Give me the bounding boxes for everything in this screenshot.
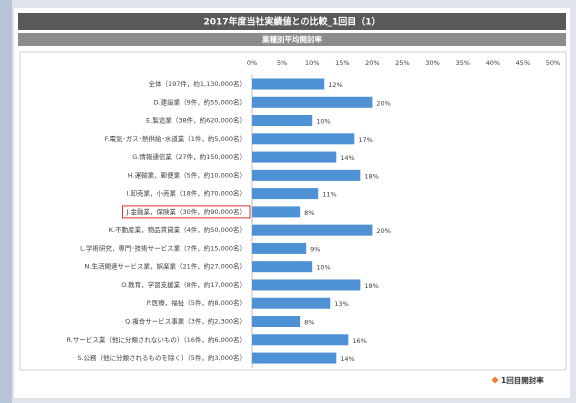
highlight-box xyxy=(122,205,251,219)
data-label: 10% xyxy=(316,264,330,272)
data-label: 8% xyxy=(304,319,314,327)
data-label: 11% xyxy=(322,191,336,199)
data-label: 10% xyxy=(316,118,330,126)
y-tick-label: K.不動産業，物品賃貸業（4件，約50,000名） xyxy=(109,225,246,234)
bar xyxy=(252,151,337,163)
data-label: 17% xyxy=(358,136,372,144)
y-tick-label: I.卸売業，小売業（18件，約70,000名） xyxy=(127,189,247,198)
bar xyxy=(252,316,301,328)
data-label: 12% xyxy=(328,81,342,89)
y-tick-label: H.運輸業，郵便業（5件，約10,000名） xyxy=(128,170,246,179)
bar xyxy=(252,96,373,108)
data-label: 14% xyxy=(340,355,354,363)
data-label: 18% xyxy=(364,282,378,290)
y-tick-label: O.教育，学習支援業（8件，約17,000名） xyxy=(121,280,246,289)
bar xyxy=(252,334,349,346)
y-tick-label: P.医療，福祉（5件，約8,000名） xyxy=(147,298,246,307)
data-label: 16% xyxy=(352,337,366,345)
y-tick-label: Q.複合サービス事業（3件，約2,300名） xyxy=(125,317,246,326)
data-label: 18% xyxy=(364,172,378,180)
x-tick-label: 40% xyxy=(486,59,500,67)
bar xyxy=(252,261,313,273)
data-label: 14% xyxy=(340,154,354,162)
slide xyxy=(14,8,570,398)
x-tick-label: 25% xyxy=(395,59,409,67)
data-label: 13% xyxy=(334,300,348,308)
x-tick-label: 5% xyxy=(277,59,287,67)
plot-frame xyxy=(19,51,567,371)
bar xyxy=(252,115,313,127)
bar xyxy=(252,224,373,236)
legend-marker xyxy=(491,376,499,384)
x-tick-label: 0% xyxy=(247,59,257,67)
chart-subtitle: 業種別平均開封率 xyxy=(261,34,322,44)
data-label: 20% xyxy=(376,99,390,107)
x-tick-label: 20% xyxy=(365,59,379,67)
data-label: 8% xyxy=(304,209,314,217)
legend-label: 1回目開封率 xyxy=(501,375,544,385)
bar xyxy=(252,188,319,200)
x-tick-label: 30% xyxy=(425,59,439,67)
y-tick-label: D.建設業（9件，約55,000名） xyxy=(154,97,246,106)
y-tick-label: J.金融業，保険業（30件，約90,000名） xyxy=(126,207,247,216)
bar xyxy=(252,297,331,309)
data-label: 9% xyxy=(310,245,320,253)
y-tick-label: F.電気･ガス･熱供給･水道業（1件，約5,000名） xyxy=(105,134,246,143)
bar xyxy=(252,78,325,90)
x-tick-label: 15% xyxy=(335,59,349,67)
x-tick-label: 10% xyxy=(305,59,319,67)
x-tick-label: 45% xyxy=(516,59,530,67)
y-tick-label: G.情報通信業（27件，約150,000名） xyxy=(132,152,246,161)
y-tick-label: N.生活関連サービス業，娯楽業（21件，約27,000名） xyxy=(85,262,246,271)
subtitle-bar xyxy=(18,33,566,46)
bar xyxy=(252,206,301,218)
title-bar xyxy=(18,13,566,30)
bar xyxy=(252,133,355,145)
y-tick-label: E.製造業（38件，約620,000名） xyxy=(146,116,246,125)
bar xyxy=(252,352,337,364)
y-tick-label: 全体（197件，約1,130,000名） xyxy=(149,79,247,88)
y-tick-label: R.サービス業（他に分類されないもの）（16件，約6,000名） xyxy=(67,335,246,344)
left-band xyxy=(0,0,12,403)
x-tick-label: 50% xyxy=(546,59,560,67)
y-tick-label: L.学術研究，専門･技術サービス業（7件，約15,000名） xyxy=(80,243,246,252)
bar xyxy=(252,279,361,291)
bar xyxy=(252,169,361,181)
y-tick-label: S.公務（他に分類されるものを除く）（5件，約3,000名） xyxy=(77,353,246,362)
x-tick-label: 35% xyxy=(455,59,469,67)
data-label: 20% xyxy=(376,227,390,235)
bar xyxy=(252,242,307,254)
chart-title: 2017年度当社実績値との比較_1回目（1） xyxy=(204,16,381,28)
